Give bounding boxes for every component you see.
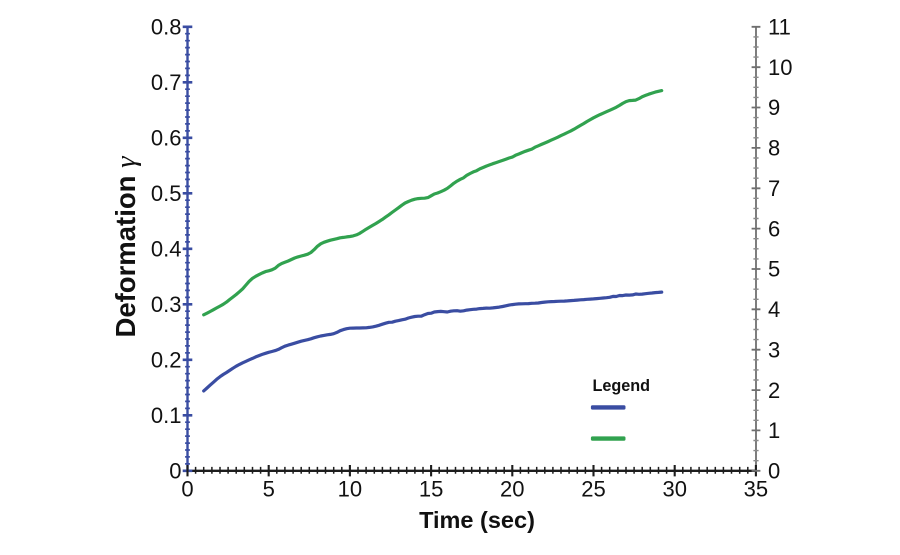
svg-text:0: 0 [181,477,193,502]
svg-text:10: 10 [338,477,362,502]
svg-text:11: 11 [768,15,791,40]
svg-text:4: 4 [768,297,780,322]
svg-text:9: 9 [768,95,780,120]
svg-text:0.2: 0.2 [151,348,182,373]
svg-text:30: 30 [662,477,686,502]
svg-text:1: 1 [768,418,780,443]
svg-text:0.7: 0.7 [151,70,182,95]
svg-text:8: 8 [768,136,780,161]
svg-text:3: 3 [768,337,780,362]
svg-text:0.1: 0.1 [151,403,182,428]
svg-text:Deformation γ: Deformation γ [110,155,142,338]
svg-text:Time (sec): Time (sec) [419,507,535,533]
svg-text:2: 2 [768,378,780,403]
svg-text:35: 35 [744,477,768,502]
svg-text:10: 10 [768,55,792,80]
svg-text:25: 25 [581,477,605,502]
svg-text:0.8: 0.8 [151,15,182,40]
svg-text:0.3: 0.3 [151,292,182,317]
svg-text:5: 5 [768,257,780,282]
svg-text:0.4: 0.4 [151,237,182,262]
svg-text:0.5: 0.5 [151,181,182,206]
svg-text:6: 6 [768,216,780,241]
svg-text:0: 0 [768,459,780,484]
svg-text:7: 7 [768,176,780,201]
svg-text:5: 5 [263,477,275,502]
svg-text:0.6: 0.6 [151,126,182,151]
svg-text:0: 0 [169,459,181,484]
svg-text:Legend: Legend [593,377,651,395]
svg-text:15: 15 [419,477,443,502]
svg-text:20: 20 [500,477,524,502]
